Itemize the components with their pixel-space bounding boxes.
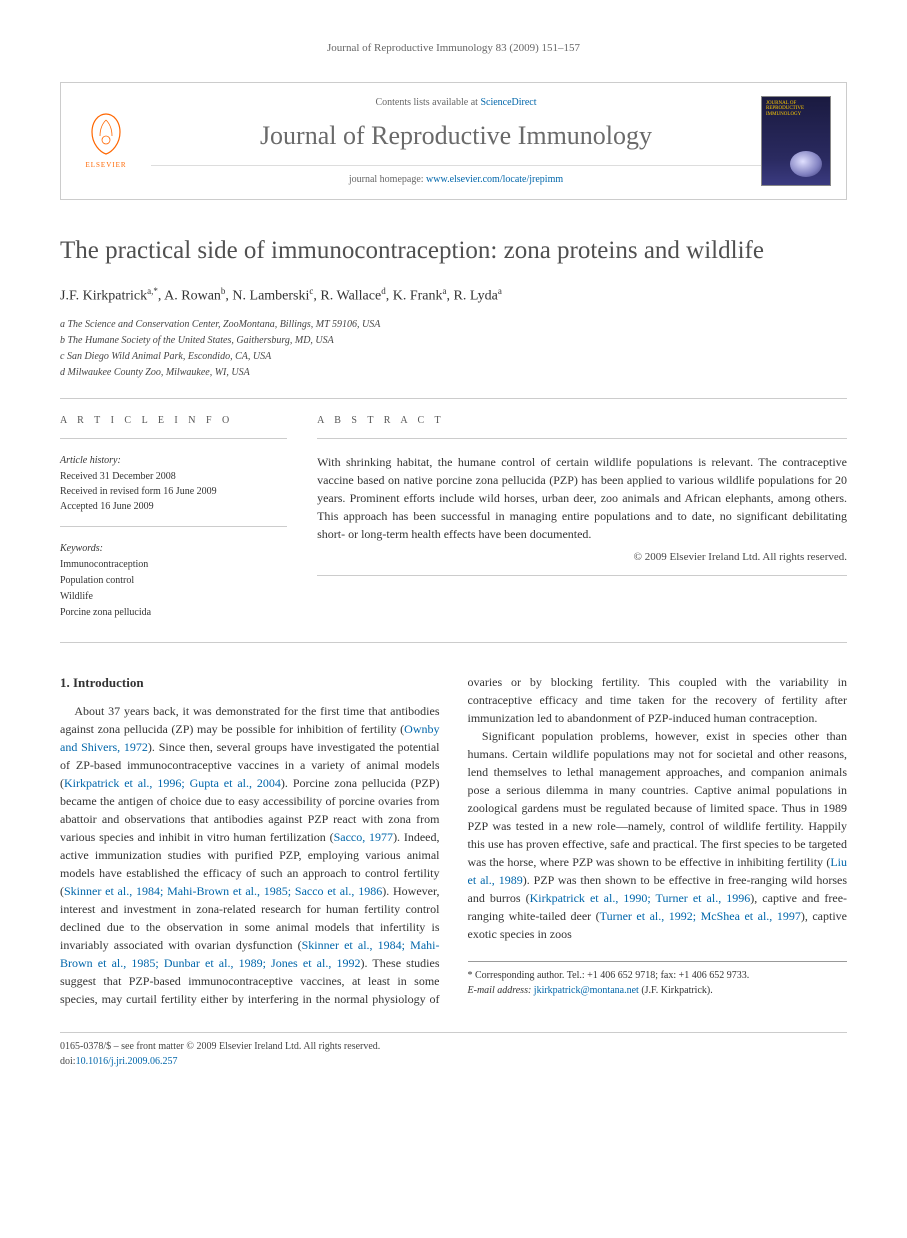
journal-header-center: Contents lists available at ScienceDirec… — [151, 95, 761, 187]
keywords-block: Keywords: Immunocontraception Population… — [60, 541, 287, 620]
page-footer: 0165-0378/$ – see front matter © 2009 El… — [60, 1032, 847, 1069]
body-text: 1. Introduction About 37 years back, it … — [60, 673, 847, 1009]
running-header: Journal of Reproductive Immunology 83 (2… — [60, 40, 847, 57]
journal-homepage-link[interactable]: www.elsevier.com/locate/jrepimm — [426, 174, 563, 185]
article-history-block: Article history: Received 31 December 20… — [60, 453, 287, 514]
keyword: Porcine zona pellucida — [60, 605, 287, 620]
citation-link[interactable]: Turner et al., 1992; McShea et al., 1997 — [600, 909, 801, 923]
abstract-text: With shrinking habitat, the humane contr… — [317, 453, 847, 543]
email-name-suffix: (J.F. Kirkpatrick). — [641, 985, 712, 996]
email-label: E-mail address: — [468, 985, 532, 996]
citation-link[interactable]: Kirkpatrick et al., 1996; Gupta et al., … — [64, 776, 281, 790]
body-paragraph: Significant population problems, however… — [468, 727, 848, 943]
affiliation: a The Science and Conservation Center, Z… — [60, 317, 847, 332]
divider — [60, 642, 847, 643]
divider — [60, 398, 847, 399]
history-label: Article history: — [60, 453, 287, 468]
journal-cover-thumbnail[interactable]: JOURNAL OF REPRODUCTIVE IMMUNOLOGY — [761, 96, 831, 186]
homepage-prefix: journal homepage: — [349, 174, 426, 185]
info-abstract-row: A R T I C L E I N F O Article history: R… — [60, 413, 847, 632]
contents-available-line: Contents lists available at ScienceDirec… — [151, 95, 761, 110]
citation-link[interactable]: Skinner et al., 1984; Mahi-Brown et al.,… — [64, 884, 382, 898]
corresponding-author-footnote: * Corresponding author. Tel.: +1 406 652… — [468, 961, 848, 998]
citation-link[interactable]: Kirkpatrick et al., 1990; Turner et al.,… — [530, 891, 751, 905]
affiliation: b The Humane Society of the United State… — [60, 333, 847, 348]
authors-line: J.F. Kirkpatricka,*, A. Rowanb, N. Lambe… — [60, 285, 847, 307]
journal-name: Journal of Reproductive Immunology — [151, 116, 761, 155]
divider — [317, 438, 847, 439]
contents-prefix: Contents lists available at — [375, 97, 480, 108]
citation-link[interactable]: Sacco, 1977 — [334, 830, 393, 844]
elsevier-logo[interactable]: ELSEVIER — [76, 108, 136, 173]
keyword: Immunocontraception — [60, 557, 287, 572]
accepted-date: Accepted 16 June 2009 — [60, 499, 287, 514]
corresponding-email-link[interactable]: jkirkpatrick@montana.net — [534, 985, 639, 996]
affiliations: a The Science and Conservation Center, Z… — [60, 317, 847, 380]
revised-date: Received in revised form 16 June 2009 — [60, 484, 287, 499]
divider — [317, 575, 847, 576]
issn-copyright-line: 0165-0378/$ – see front matter © 2009 El… — [60, 1039, 847, 1054]
divider — [60, 438, 287, 439]
keyword: Wildlife — [60, 589, 287, 604]
abstract-copyright: © 2009 Elsevier Ireland Ltd. All rights … — [317, 549, 847, 566]
article-title: The practical side of immunocontraceptio… — [60, 235, 847, 268]
abstract-label: A B S T R A C T — [317, 413, 847, 428]
sciencedirect-link[interactable]: ScienceDirect — [480, 97, 536, 108]
cover-image-icon — [790, 151, 822, 177]
doi-link[interactable]: 10.1016/j.jri.2009.06.257 — [76, 1056, 178, 1067]
section-heading: 1. Introduction — [60, 673, 440, 693]
keywords-label: Keywords: — [60, 541, 287, 556]
doi-label: doi: — [60, 1056, 76, 1067]
keyword: Population control — [60, 573, 287, 588]
cover-title: JOURNAL OF REPRODUCTIVE IMMUNOLOGY — [766, 101, 826, 118]
affiliation: d Milwaukee County Zoo, Milwaukee, WI, U… — [60, 365, 847, 380]
corresponding-contact: * Corresponding author. Tel.: +1 406 652… — [468, 968, 848, 983]
article-info-label: A R T I C L E I N F O — [60, 413, 287, 428]
abstract-column: A B S T R A C T With shrinking habitat, … — [317, 413, 847, 632]
divider — [60, 526, 287, 527]
journal-header-box: ELSEVIER Contents lists available at Sci… — [60, 82, 847, 200]
affiliation: c San Diego Wild Animal Park, Escondido,… — [60, 349, 847, 364]
publisher-name: ELSEVIER — [85, 160, 126, 171]
received-date: Received 31 December 2008 — [60, 469, 287, 484]
article-info-column: A R T I C L E I N F O Article history: R… — [60, 413, 287, 632]
journal-homepage-line: journal homepage: www.elsevier.com/locat… — [151, 165, 761, 187]
